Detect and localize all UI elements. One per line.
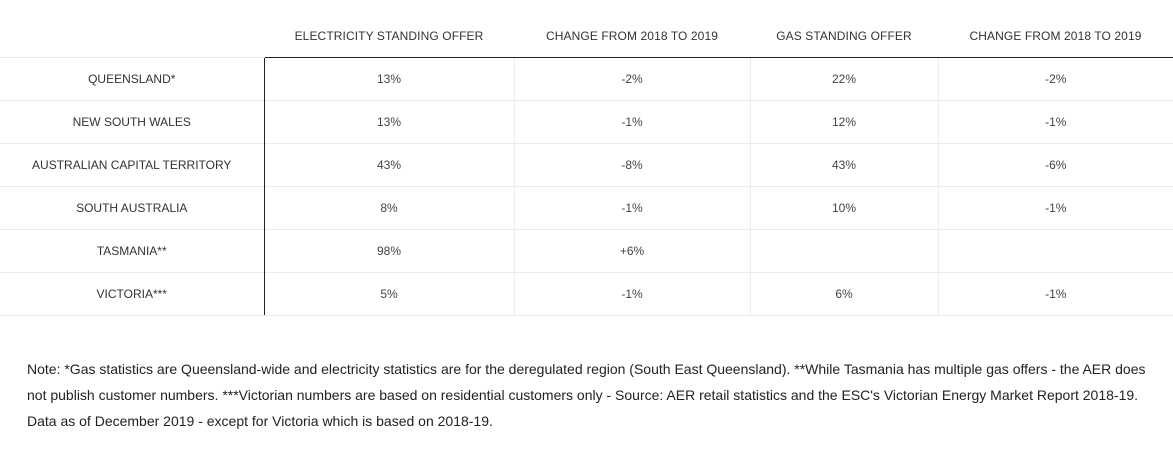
region-cell: AUSTRALIAN CAPITAL TERRITORY <box>0 143 264 187</box>
gas-change-cell: -6% <box>937 143 1173 187</box>
gas-offer-cell: 6% <box>749 272 938 316</box>
region-cell: QUEENSLAND* <box>0 57 264 101</box>
table-header-row: ELECTRICITY STANDING OFFER CHANGE FROM 2… <box>0 14 1173 58</box>
electricity-offer-cell: 98% <box>263 229 514 273</box>
table-row: NEW SOUTH WALES 13% -1% 12% -1% <box>0 100 1173 144</box>
gas-change-cell <box>937 229 1173 273</box>
table-row: VICTORIA*** 5% -1% 6% -1% <box>0 272 1173 316</box>
gas-change-cell: -1% <box>937 186 1173 230</box>
standing-offer-table: ELECTRICITY STANDING OFFER CHANGE FROM 2… <box>0 14 1173 316</box>
gas-offer-cell: 22% <box>749 57 938 101</box>
gas-change-cell: -1% <box>937 100 1173 144</box>
electricity-change-cell: +6% <box>513 229 750 273</box>
gas-change-cell: -2% <box>937 57 1173 101</box>
gas-offer-cell: 10% <box>749 186 938 230</box>
electricity-offer-cell: 5% <box>263 272 514 316</box>
table-footnote: Note: *Gas statistics are Queensland-wid… <box>27 361 1146 429</box>
table-row: TASMANIA** 98% +6% <box>0 229 1173 273</box>
electricity-offer-cell: 43% <box>263 143 514 187</box>
electricity-change-cell: -8% <box>513 143 750 187</box>
electricity-change-cell: -1% <box>513 100 750 144</box>
electricity-offer-cell: 13% <box>263 57 514 101</box>
gas-change-cell: -1% <box>937 272 1173 316</box>
table-row: SOUTH AUSTRALIA 8% -1% 10% -1% <box>0 186 1173 230</box>
region-cell: NEW SOUTH WALES <box>0 100 264 144</box>
gas-offer-cell <box>749 229 938 273</box>
gas-offer-cell: 12% <box>749 100 938 144</box>
standing-offer-table-container: ELECTRICITY STANDING OFFER CHANGE FROM 2… <box>0 14 1173 316</box>
region-cell: SOUTH AUSTRALIA <box>0 186 264 230</box>
header-gas-change: CHANGE FROM 2018 TO 2019 <box>969 28 1142 43</box>
table-row: AUSTRALIAN CAPITAL TERRITORY 43% -8% 43%… <box>0 143 1173 187</box>
header-region <box>0 14 264 58</box>
electricity-change-cell: -2% <box>513 57 750 101</box>
header-electricity-standing-offer: ELECTRICITY STANDING OFFER <box>294 28 484 43</box>
header-electricity-change: CHANGE FROM 2018 TO 2019 <box>545 28 719 43</box>
region-cell: VICTORIA*** <box>0 272 264 316</box>
electricity-change-cell: -1% <box>513 272 750 316</box>
table-row: QUEENSLAND* 13% -2% 22% -2% <box>0 57 1173 101</box>
electricity-change-cell: -1% <box>513 186 750 230</box>
gas-offer-cell: 43% <box>749 143 938 187</box>
electricity-offer-cell: 8% <box>263 186 514 230</box>
header-gas-standing-offer: GAS STANDING OFFER <box>776 28 912 43</box>
electricity-offer-cell: 13% <box>263 100 514 144</box>
region-cell: TASMANIA** <box>0 229 264 273</box>
